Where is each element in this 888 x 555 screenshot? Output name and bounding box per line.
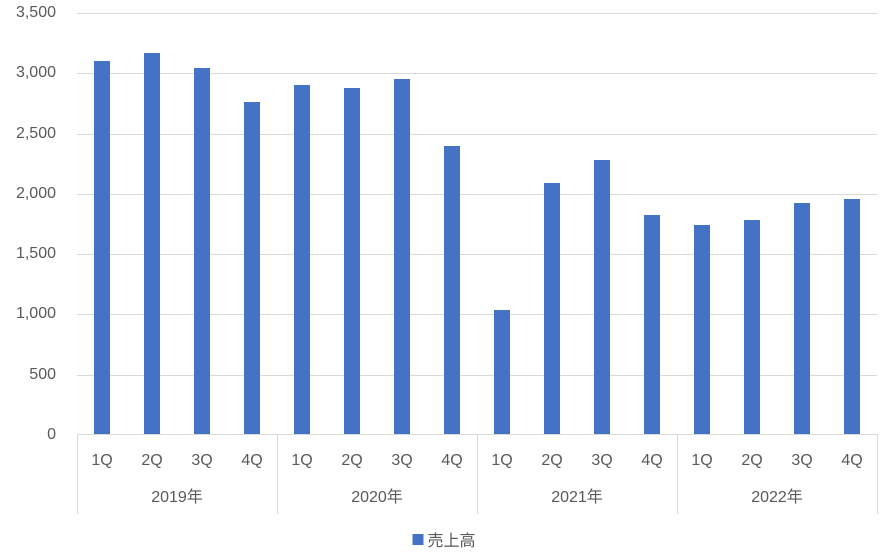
x-group-label: 2021年 — [551, 489, 603, 506]
legend-label: 売上高 — [427, 533, 476, 550]
gridline-3,000 — [77, 73, 877, 75]
x-tick-label: 1Q — [291, 452, 313, 469]
x-tick-label: 3Q — [591, 452, 613, 469]
x-group-separator — [877, 434, 878, 514]
x-tick-label: 4Q — [841, 452, 863, 469]
y-tick-label: 2,500 — [15, 124, 56, 142]
bar-2022-2Q — [744, 219, 760, 435]
bar-2022-4Q — [844, 198, 860, 435]
y-tick-label: 0 — [47, 426, 56, 443]
x-tick-label: 1Q — [491, 452, 513, 469]
gridline-2,000 — [77, 193, 877, 195]
y-tick-label: 1,500 — [15, 245, 56, 263]
y-tick-label: 3,000 — [15, 64, 56, 82]
x-group-separator — [277, 434, 278, 514]
bar-2019-1Q — [94, 61, 110, 435]
x-group-label: 2020年 — [351, 489, 403, 506]
bar-2021-3Q — [594, 159, 610, 435]
y-tick-label: 1,000 — [15, 305, 56, 323]
gridline-500 — [77, 374, 877, 376]
legend: 売上高 — [412, 527, 476, 551]
bar-2020-3Q — [394, 78, 410, 435]
y-tick-label: 3,500 — [15, 4, 56, 21]
y-tick-label: 2,000 — [15, 184, 56, 202]
x-group-separator — [677, 434, 678, 514]
x-tick-label: 3Q — [791, 452, 813, 469]
bar-2019-4Q — [244, 101, 260, 435]
bar-2022-3Q — [794, 202, 810, 435]
x-tick-label: 2Q — [341, 452, 363, 469]
gridline-3,500 — [77, 13, 877, 14]
x-tick-label: 2Q — [541, 452, 563, 469]
gridline-1,000 — [77, 314, 877, 316]
x-tick-label: 4Q — [241, 452, 263, 469]
bar-2020-4Q — [444, 146, 460, 435]
gridline-2,500 — [77, 133, 877, 135]
x-tick-label: 2Q — [741, 452, 763, 469]
bar-2019-3Q — [194, 67, 210, 435]
x-group-label: 2019年 — [151, 489, 203, 506]
bar-2020-2Q — [344, 88, 360, 435]
legend-swatch-icon — [412, 533, 424, 545]
x-tick-label: 1Q — [91, 452, 113, 469]
x-tick-label: 3Q — [391, 452, 413, 469]
bar-2021-2Q — [544, 183, 560, 435]
bar-2022-1Q — [694, 224, 710, 435]
bar-2019-2Q — [144, 52, 160, 435]
x-group-label: 2022年 — [751, 489, 803, 506]
x-tick-label: 2Q — [141, 452, 163, 469]
x-group-separator — [477, 434, 478, 514]
bar-2021-4Q — [644, 215, 660, 435]
x-tick-label: 4Q — [441, 452, 463, 469]
bar-2021-1Q — [494, 309, 510, 435]
x-tick-label: 1Q — [691, 452, 713, 469]
y-tick-label: 500 — [29, 365, 56, 383]
x-tick-label: 4Q — [641, 452, 663, 469]
bar-2020-1Q — [294, 85, 310, 435]
x-tick-label: 3Q — [191, 452, 213, 469]
x-group-separator — [77, 434, 78, 514]
gridline-1,500 — [77, 254, 877, 256]
